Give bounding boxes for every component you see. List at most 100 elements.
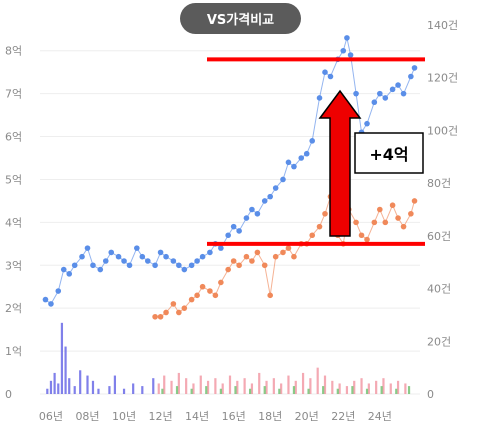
x-tick-label: 06년	[39, 410, 63, 423]
series-b-point	[364, 236, 370, 243]
volume-bar-a	[141, 386, 144, 394]
series-a-point	[194, 258, 200, 264]
volume-bar-c	[395, 388, 398, 394]
series-a-point	[347, 52, 354, 58]
left-tick-label: 2억	[5, 302, 22, 315]
series-b-point	[254, 249, 261, 256]
compare-button-label[interactable]: VS가격비교	[207, 13, 274, 28]
series-a-point	[382, 95, 389, 101]
series-b-point	[243, 253, 250, 260]
x-tick-label: 10년	[112, 410, 136, 423]
series-a-point	[254, 210, 261, 217]
x-tick-label: 16년	[222, 410, 246, 423]
series-a-point	[298, 155, 305, 161]
volume-bar-a	[57, 383, 60, 394]
volume-bar-c	[307, 388, 310, 394]
series-b-point	[267, 292, 273, 299]
series-b-point	[322, 210, 328, 217]
series-a-point	[261, 198, 268, 204]
x-tick-label: 20년	[295, 410, 319, 423]
series-a-point	[395, 82, 401, 88]
volume-bar-a	[46, 388, 49, 394]
series-b-point	[261, 262, 268, 269]
x-tick-label: 12년	[149, 410, 173, 423]
series-a-point	[327, 73, 334, 80]
series-b-point	[157, 313, 164, 320]
series-a-point	[322, 69, 328, 75]
volume-bar-b	[389, 383, 392, 394]
series-a-point	[353, 90, 359, 97]
series-a-point	[236, 228, 242, 234]
series-a-point	[218, 245, 224, 251]
x-axis-ticks: 06년 08년 10년 12년 14년 16년 18년 20년 22년 24년	[39, 410, 392, 423]
volume-bar-c	[351, 386, 354, 394]
series-a-point	[55, 288, 62, 294]
volume-bar-b	[214, 378, 217, 394]
series-a-point	[249, 206, 255, 213]
increase-annotation: +4억	[354, 132, 424, 174]
left-axis-ticks: 0 1억 2억 3억 4억 5억 6억 7억 8억	[5, 45, 22, 401]
volume-bar-a	[152, 378, 155, 394]
series-b-point	[377, 206, 383, 213]
volume-bar-c	[380, 386, 383, 394]
volume-bar-a	[49, 380, 53, 394]
volume-bar-b	[236, 380, 239, 394]
volume-bar-c	[219, 388, 222, 394]
series-a-point	[134, 245, 140, 251]
volume-bar-a	[122, 388, 126, 394]
left-tick-label: 1억	[5, 345, 22, 358]
series-a-point	[188, 262, 195, 269]
series-b-point	[218, 279, 224, 286]
series-a-point	[144, 258, 151, 264]
series-a-point	[90, 262, 96, 269]
volume-bar-b	[338, 383, 341, 394]
volume-bar-b	[367, 383, 370, 394]
series-a-point	[371, 99, 378, 106]
volume-bars	[46, 322, 411, 394]
series-b-point	[389, 202, 396, 209]
series-b-point	[199, 283, 206, 290]
series-b-point	[249, 258, 255, 264]
volume-bar-a	[91, 380, 95, 394]
series-b-point	[395, 215, 401, 221]
annotation-box	[354, 132, 424, 174]
series-a-point	[225, 232, 231, 239]
series-a-point	[389, 86, 396, 93]
volume-bar-c	[322, 386, 325, 394]
series-b-point	[236, 262, 242, 269]
volume-bar-b	[199, 375, 202, 394]
series-a-point	[157, 249, 164, 256]
left-tick-label: 3억	[5, 259, 22, 272]
volume-bar-b	[221, 383, 224, 394]
series-b-point	[382, 219, 389, 226]
compare-button[interactable]: VS가격비교	[180, 3, 301, 34]
x-tick-label: 22년	[331, 410, 355, 423]
volume-bar-b	[280, 383, 283, 394]
series-b-point	[272, 253, 279, 260]
left-tick-label: 7억	[5, 88, 22, 101]
series-a-point	[48, 301, 54, 307]
series-a-point	[84, 245, 91, 251]
volume-bar-b	[287, 375, 290, 394]
series-b-point	[358, 232, 365, 239]
series-b-point	[411, 198, 418, 204]
right-tick-label: 20건	[427, 335, 451, 348]
compare-button-bg[interactable]	[180, 3, 301, 34]
volume-bar-a	[73, 386, 76, 394]
volume-bar-b	[404, 383, 407, 394]
series-a-point	[42, 296, 49, 303]
volume-bar-a	[132, 383, 135, 394]
volume-bar-c	[336, 388, 339, 394]
volume-bar-b	[396, 380, 400, 394]
volume-bar-b	[316, 367, 319, 394]
right-tick-label: 40건	[427, 283, 451, 296]
left-tick-label: 6억	[5, 131, 22, 144]
series-a-point	[303, 150, 310, 157]
series-a-point	[97, 266, 104, 273]
volume-bar-b	[375, 380, 378, 394]
series-a-point	[291, 163, 297, 170]
series-a-point	[71, 262, 78, 269]
volume-bar-b	[243, 378, 246, 394]
volume-bar-a	[64, 346, 67, 394]
x-tick-label: 14년	[185, 410, 209, 423]
